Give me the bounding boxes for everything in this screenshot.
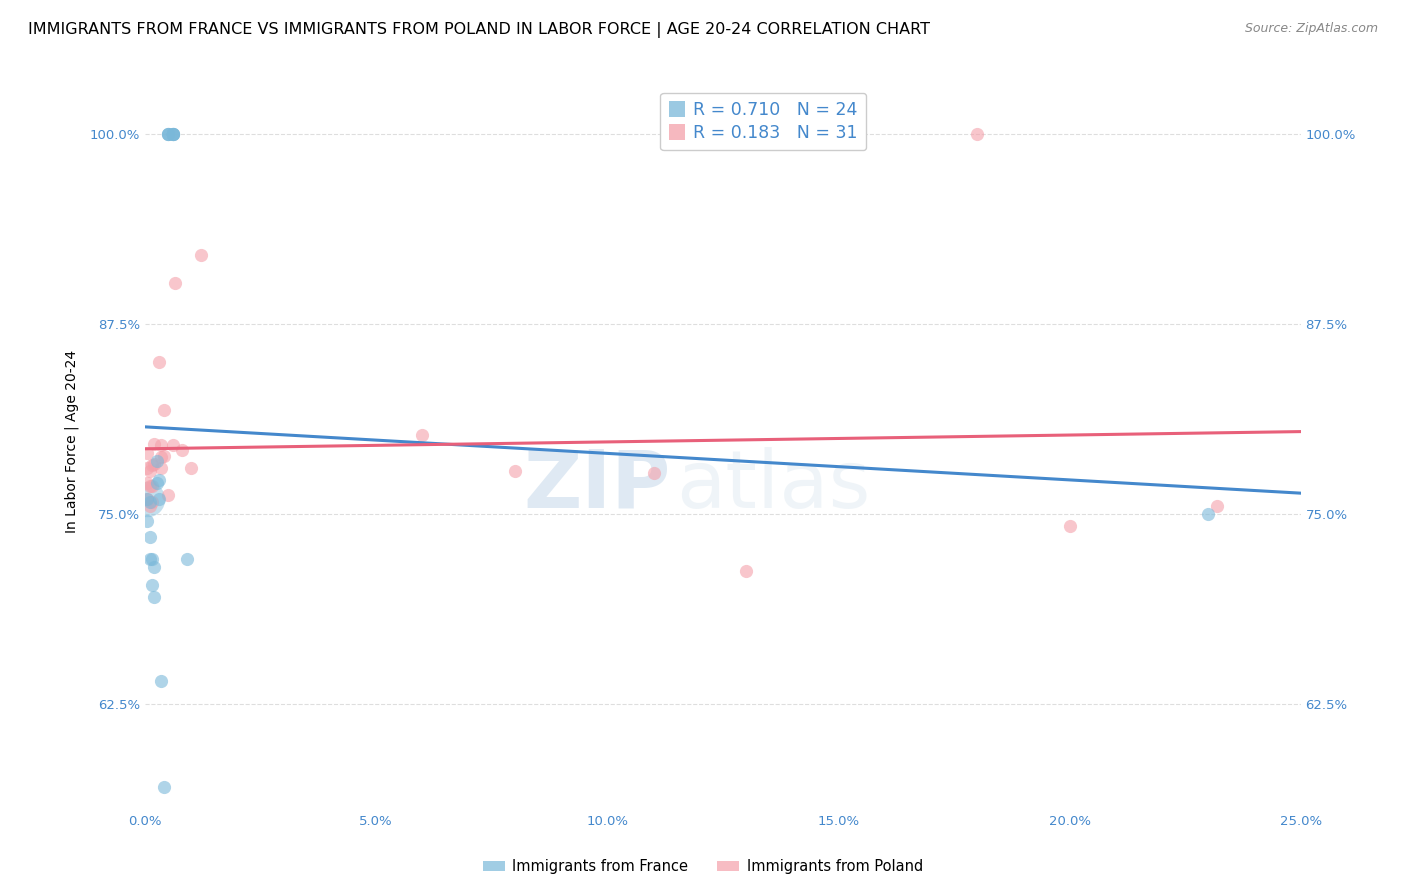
Point (136, 491, 159, 506)
Point (1197, 507, 1219, 521)
Point (141, 479, 163, 493)
Point (162, 127, 184, 141)
Point (148, 355, 170, 369)
Point (165, 276, 187, 290)
Point (138, 479, 160, 493)
Point (162, 127, 184, 141)
Point (141, 458, 163, 472)
Point (162, 127, 184, 141)
Point (136, 514, 159, 528)
Point (150, 438, 173, 452)
Point (145, 476, 167, 491)
Point (190, 248, 212, 262)
Point (170, 442, 193, 457)
Point (1206, 499, 1229, 513)
Point (143, 591, 166, 605)
Point (148, 473, 170, 487)
Point (136, 461, 159, 475)
Point (143, 457, 166, 471)
Point (157, 127, 180, 141)
Text: IMMIGRANTS FROM FRANCE VS IMMIGRANTS FROM POLAND IN LABOR FORCE | AGE 20-24 CORR: IMMIGRANTS FROM FRANCE VS IMMIGRANTS FRO… (28, 22, 931, 38)
Point (157, 127, 180, 141)
Point (145, 453, 167, 467)
Point (152, 780, 174, 795)
Point (138, 529, 160, 543)
Point (157, 127, 180, 141)
Point (141, 578, 163, 592)
Point (141, 552, 163, 566)
Point (136, 491, 159, 506)
Y-axis label: In Labor Force | Age 20-24: In Labor Force | Age 20-24 (65, 350, 79, 533)
Text: Source: ZipAtlas.com: Source: ZipAtlas.com (1244, 22, 1378, 36)
Point (138, 552, 160, 566)
Point (138, 464, 160, 478)
Point (138, 494, 160, 508)
Point (136, 446, 159, 460)
Point (150, 461, 173, 475)
Point (503, 464, 526, 478)
Point (150, 450, 173, 465)
Legend: R = 0.710   N = 24, R = 0.183   N = 31: R = 0.710 N = 24, R = 0.183 N = 31 (661, 93, 866, 151)
Point (152, 449, 174, 463)
Legend: Immigrants from France, Immigrants from Poland: Immigrants from France, Immigrants from … (477, 854, 929, 880)
Point (176, 552, 198, 566)
Point (157, 488, 180, 502)
Point (143, 437, 166, 451)
Point (143, 560, 166, 574)
Point (411, 427, 433, 442)
Point (136, 476, 159, 491)
Point (148, 491, 170, 506)
Point (141, 494, 163, 508)
Point (150, 673, 173, 688)
Point (1059, 519, 1081, 533)
Point (152, 403, 174, 417)
Point (136, 491, 159, 506)
Point (966, 127, 988, 141)
Point (643, 466, 665, 480)
Point (138, 499, 160, 513)
Point (162, 438, 184, 452)
Point (180, 461, 202, 475)
Text: atlas: atlas (676, 447, 870, 524)
Point (162, 127, 184, 141)
Point (735, 565, 758, 579)
Text: ZIP: ZIP (523, 447, 671, 524)
